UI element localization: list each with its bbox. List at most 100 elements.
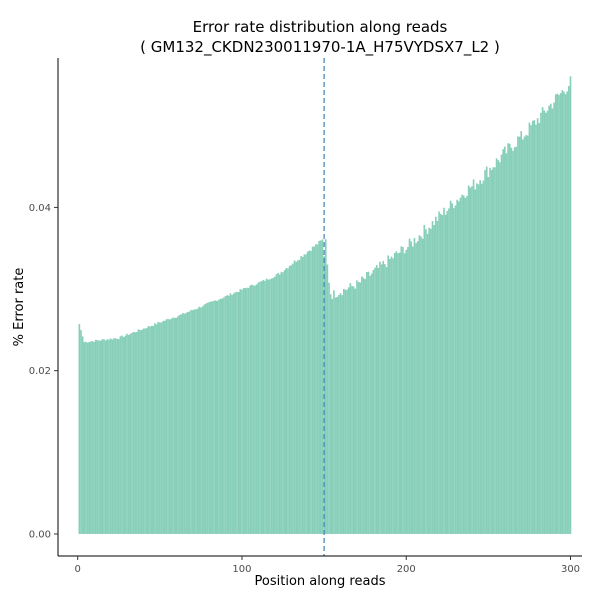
bar-pos-88: [221, 298, 224, 534]
bar-pos-108: [254, 285, 256, 534]
bar-pos-54: [165, 319, 168, 534]
bar-pos-52: [162, 320, 164, 534]
bar-pos-96: [234, 292, 237, 534]
bar-pos-155: [331, 298, 334, 534]
chart-subtitle: ( GM132_CKDN230011970-1A_H75VYDSX7_L2 ): [140, 38, 500, 57]
bar-pos-106: [251, 284, 253, 534]
bar-pos-163: [344, 289, 347, 534]
bar-pos-195: [397, 253, 399, 534]
bar-pos-119: [272, 277, 274, 534]
bar-pos-171: [357, 281, 360, 534]
bar-pos-287: [548, 105, 550, 534]
bar-pos-24: [116, 338, 118, 534]
bar-pos-111: [259, 281, 261, 534]
bar-pos-293: [558, 95, 560, 534]
bar-pos-75: [200, 307, 202, 534]
bar-pos-99: [239, 289, 242, 534]
bar-pos-56: [168, 319, 171, 534]
bar-pos-135: [298, 259, 301, 534]
bar-pos-137: [301, 256, 304, 534]
bar-pos-207: [416, 241, 419, 534]
bar-pos-125: [282, 272, 284, 534]
bar-pos-62: [178, 315, 181, 534]
bar-pos-260: [503, 146, 506, 534]
bar-pos-180: [372, 269, 375, 534]
bar-pos-219: [436, 220, 439, 534]
x-tick-label: 200: [397, 564, 416, 575]
bar-pos-13: [98, 340, 100, 534]
bar-pos-40: [142, 328, 145, 534]
bar-pos-246: [480, 183, 483, 534]
bar-pos-140: [306, 251, 309, 534]
bar-pos-12: [96, 340, 99, 534]
bar-pos-11: [94, 339, 97, 534]
bar-pos-282: [540, 112, 542, 534]
bar-pos-281: [538, 123, 541, 534]
bar-pos-198: [402, 246, 404, 534]
bar-pos-118: [270, 278, 273, 534]
bar-pos-105: [249, 285, 252, 534]
bar-pos-45: [150, 325, 153, 534]
bar-pos-5: [85, 341, 87, 534]
bar-pos-30: [126, 333, 128, 534]
bar-pos-181: [374, 267, 376, 534]
bar-pos-87: [219, 298, 222, 534]
bar-pos-151: [324, 239, 327, 534]
bar-pos-50: [159, 322, 161, 534]
bar-pos-210: [421, 238, 424, 534]
bar-pos-225: [446, 211, 449, 534]
bar-pos-253: [492, 167, 495, 534]
bar-pos-157: [334, 297, 337, 534]
bar-pos-8: [90, 341, 92, 534]
bar-pos-82: [211, 301, 214, 534]
bar-pos-201: [407, 247, 409, 534]
bar-pos-19: [108, 339, 110, 534]
bar-pos-231: [456, 199, 458, 534]
bar-pos-241: [472, 179, 475, 534]
bar-pos-94: [231, 294, 233, 534]
bar-pos-44: [149, 326, 151, 534]
bar-pos-53: [163, 320, 166, 534]
bar-pos-272: [523, 136, 526, 534]
bar-pos-4: [83, 342, 86, 534]
bar-pos-127: [285, 267, 288, 534]
bar-pos-218: [434, 216, 437, 534]
bar-pos-6: [86, 342, 89, 534]
bar-pos-138: [303, 254, 306, 534]
bar-pos-73: [196, 308, 199, 534]
bar-pos-113: [262, 279, 265, 534]
bar-pos-38: [139, 330, 141, 534]
bar-pos-84: [214, 300, 217, 534]
bar-pos-169: [354, 288, 357, 534]
bar-pos-257: [499, 162, 501, 534]
bar-pos-224: [444, 214, 447, 534]
bar-pos-33: [131, 332, 133, 534]
x-tick-label: 0: [75, 564, 81, 575]
bar-pos-271: [522, 139, 524, 534]
bar-pos-295: [561, 90, 564, 534]
bar-pos-64: [182, 312, 184, 534]
bar-pos-232: [457, 201, 460, 534]
bar-pos-7: [88, 342, 91, 534]
bar-pos-80: [208, 302, 210, 534]
bar-pos-57: [170, 318, 173, 534]
bar-pos-74: [198, 306, 201, 534]
bar-pos-132: [293, 260, 296, 534]
bar-pos-144: [313, 246, 316, 534]
bar-pos-41: [144, 328, 146, 534]
bar-pos-61: [177, 316, 179, 534]
bar-pos-28: [122, 337, 125, 534]
bar-pos-230: [454, 205, 457, 534]
bar-pos-16: [103, 339, 105, 534]
bar-pos-190: [388, 258, 391, 534]
bar-pos-300: [569, 76, 572, 534]
bar-pos-275: [528, 122, 531, 534]
bar-pos-51: [160, 322, 163, 534]
bar-pos-182: [375, 265, 378, 534]
bar-pos-21: [111, 339, 114, 534]
bar-pos-78: [205, 303, 207, 534]
bar-pos-101: [242, 288, 245, 534]
bar-pos-145: [315, 244, 317, 534]
bar-pos-35: [134, 332, 137, 534]
bar-pos-249: [485, 166, 488, 534]
